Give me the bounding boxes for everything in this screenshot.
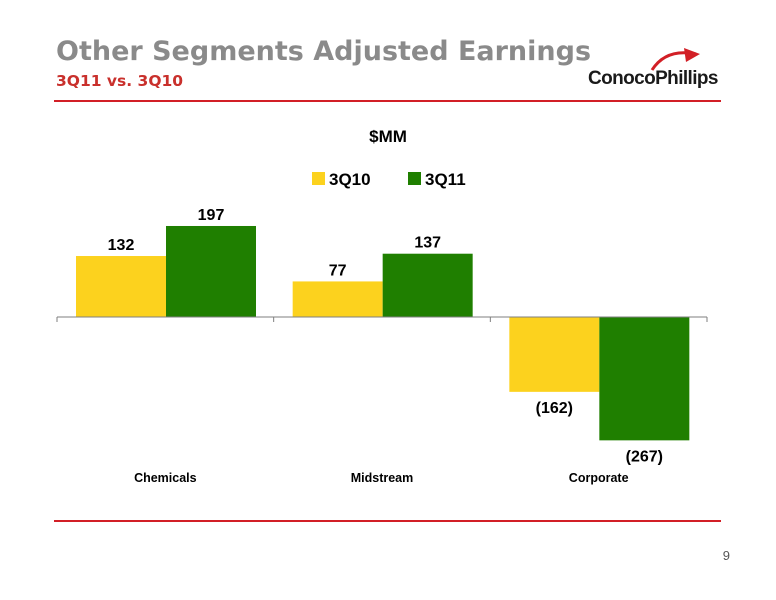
category-label-midstream: Midstream — [351, 471, 414, 485]
page-number: 9 — [722, 548, 730, 563]
chart-bars — [76, 225, 690, 441]
data-label-3Q10-corporate: (162) — [536, 400, 573, 417]
top-divider — [54, 100, 721, 102]
chart-axis — [56, 316, 708, 322]
bar-3Q11-corporate — [599, 317, 690, 441]
slide-title: Other Segments Adjusted Earnings — [56, 36, 592, 67]
chart-title: $MM — [369, 127, 407, 146]
chart-labels: 132 197 Chemicals 77 137 Midstream (162) (267) C… — [108, 207, 663, 485]
category-label-chemicals: Chemicals — [134, 471, 197, 485]
logo-wordmark: ConocoPhillips — [588, 68, 718, 89]
slide-subtitle: 3Q11 vs. 3Q10 — [56, 72, 184, 90]
legend-swatch-3Q10 — [312, 172, 325, 185]
chart-legend: 3Q10 3Q11 — [312, 170, 466, 189]
data-label-3Q10-chemicals: 132 — [108, 237, 135, 254]
data-label-3Q10-midstream: 77 — [329, 262, 347, 279]
bottom-divider — [54, 520, 721, 522]
bar-3Q10-midstream — [292, 281, 383, 317]
category-label-corporate: Corporate — [569, 471, 629, 485]
legend-swatch-3Q11 — [408, 172, 421, 185]
bar-3Q10-corporate — [509, 317, 600, 392]
bar-3Q11-midstream — [382, 253, 473, 317]
logo-mark-icon — [650, 48, 700, 71]
data-label-3Q11-midstream: 137 — [414, 235, 441, 252]
legend-label-3Q10: 3Q10 — [329, 170, 371, 189]
data-label-3Q11-corporate: (267) — [626, 448, 663, 465]
legend-label-3Q11: 3Q11 — [425, 170, 466, 189]
data-label-3Q11-chemicals: 197 — [198, 207, 225, 224]
bar-3Q10-chemicals — [76, 256, 166, 317]
bar-3Q11-chemicals — [166, 225, 256, 317]
company-logo: ConocoPhillips — [588, 44, 728, 94]
